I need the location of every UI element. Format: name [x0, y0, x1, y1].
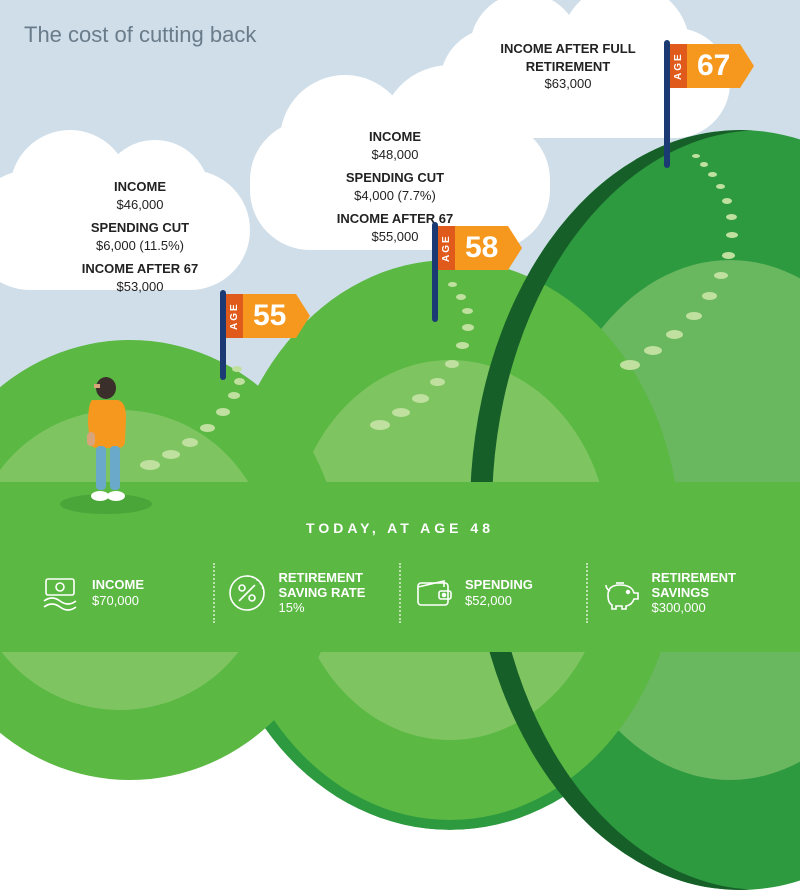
- wallet-icon: [411, 571, 455, 615]
- stat-value: $70,000: [92, 593, 144, 608]
- piggy-icon: [598, 571, 642, 615]
- infographic-scene: The cost of cutting back INCOME$46,000 S…: [0, 0, 800, 652]
- stat-value: $52,000: [465, 593, 533, 608]
- percent-icon: [225, 571, 269, 615]
- age-number: 55: [243, 294, 296, 338]
- stat-value: $300,000: [652, 600, 763, 615]
- age-number: 58: [455, 226, 508, 270]
- age-number: 67: [687, 44, 740, 88]
- cash-icon: [38, 571, 82, 615]
- age-label: AGE: [670, 44, 687, 88]
- person-icon: [78, 374, 138, 504]
- age-label: AGE: [438, 226, 455, 270]
- stat-saving-rate: RETIREMENT SAVING RATE 15%: [215, 571, 400, 616]
- stat-label: RETIREMENT SAVING RATE: [279, 571, 390, 601]
- stat-label: SPENDING: [465, 578, 533, 593]
- today-label: TODAY, AT AGE 48: [0, 520, 800, 536]
- stat-income: INCOME $70,000: [28, 571, 213, 615]
- stats-row: INCOME $70,000 RETIREMENT SAVING RATE 15…: [28, 556, 772, 630]
- stat-savings: RETIREMENT SAVINGS $300,000: [588, 571, 773, 616]
- stat-label: RETIREMENT SAVINGS: [652, 571, 763, 601]
- stat-label: INCOME: [92, 578, 144, 593]
- age-label: AGE: [226, 294, 243, 338]
- stat-spending: SPENDING $52,000: [401, 571, 586, 615]
- stat-value: 15%: [279, 600, 390, 615]
